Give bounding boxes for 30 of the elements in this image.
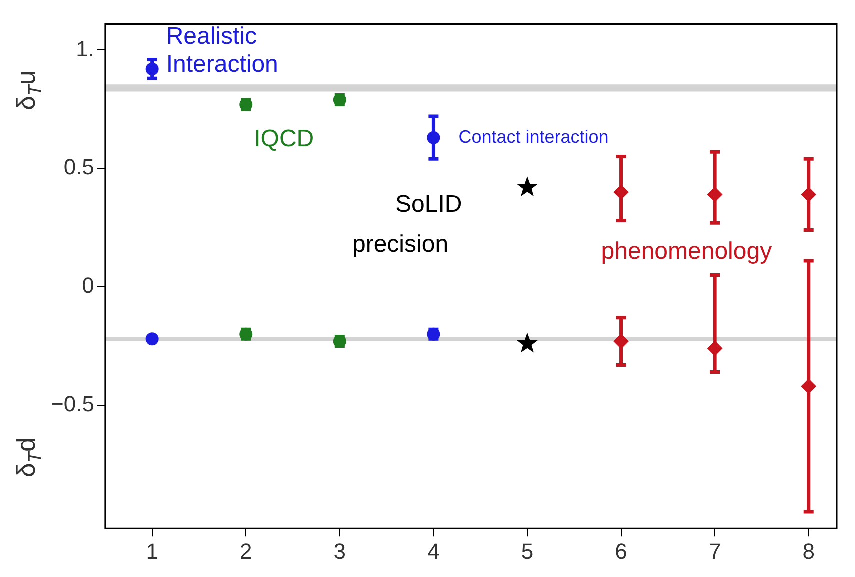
point [146,332,159,346]
point [427,131,440,144]
point [801,379,816,394]
point [708,341,723,356]
x-tick-label: 8 [802,538,815,564]
y-tick-label: 0.5 [64,154,94,180]
x-tick-label: 4 [428,538,440,564]
series-label: IQCD [254,125,314,152]
x-tick-label: 6 [615,538,628,564]
series-label: Realistic Interaction [166,22,278,78]
text: SoLID precision [352,191,462,258]
series-label: phenomenology [601,238,772,265]
point [801,187,816,202]
y-tick-label: 1. [76,36,94,62]
point [614,334,629,350]
x-tick-label: 3 [334,538,346,564]
point [517,332,538,353]
point [146,62,159,76]
text: δTd [11,438,45,478]
point [517,176,538,196]
x-tick-label: 2 [240,538,252,564]
x-tick-label: 5 [521,538,534,564]
y-tick-label: −0.5 [50,392,94,417]
y-tick-label: 0 [82,273,94,298]
series-label: Contact interaction [458,126,609,147]
y-axis-title: δTu [11,70,45,111]
x-tick-label: 7 [708,538,722,564]
point [614,184,629,200]
x-tick-label: 1 [146,538,158,564]
point [708,187,723,202]
